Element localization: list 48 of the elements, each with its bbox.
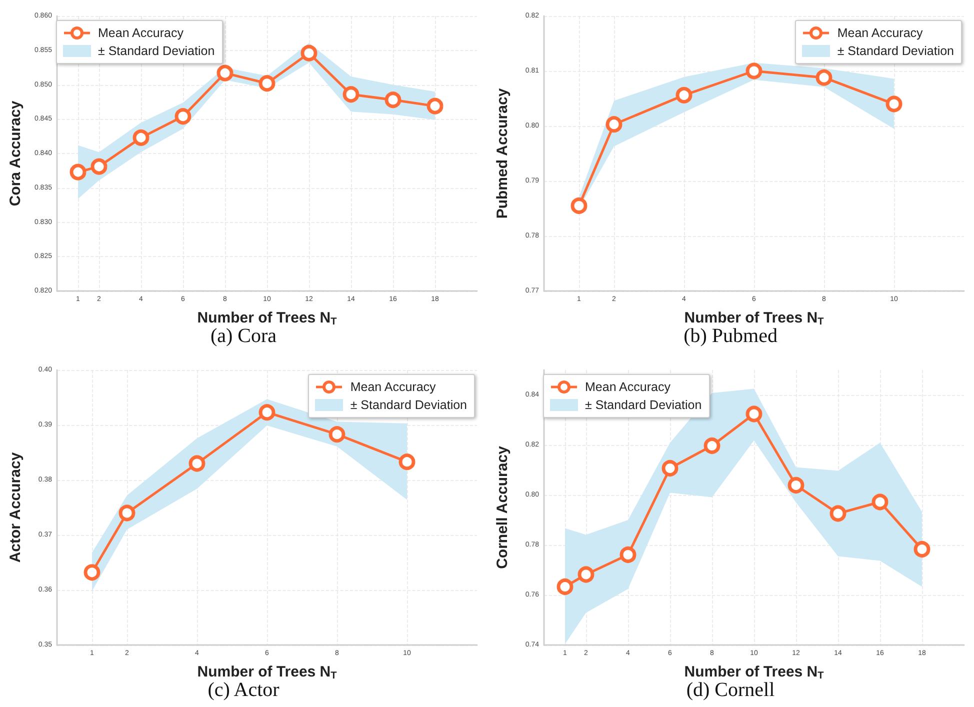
point	[662, 460, 678, 476]
point	[886, 96, 902, 112]
point	[830, 505, 846, 522]
text: (d) Cornell	[686, 679, 776, 701]
legend-label: Mean Accuracy	[350, 379, 436, 396]
point	[872, 494, 888, 510]
y-axis-title: Cora Accuracy	[7, 100, 24, 206]
y-axis-title: Pubmed Accuracy	[494, 88, 511, 219]
point	[342, 86, 360, 103]
annotation: ± Standard Deviation	[350, 397, 467, 414]
point	[300, 44, 318, 62]
point	[914, 541, 930, 558]
legend-label: Mean Accuracy	[837, 25, 923, 42]
point	[570, 198, 588, 214]
point	[676, 86, 692, 104]
point	[384, 92, 402, 108]
text: (b) Pubmed	[684, 325, 778, 347]
point	[746, 406, 762, 422]
text: (a) Cora	[210, 325, 277, 347]
annotation: ± Standard Deviation	[585, 397, 702, 414]
point	[398, 454, 416, 470]
point	[188, 455, 206, 472]
legend-label: Mean Accuracy	[98, 25, 184, 42]
point	[132, 129, 150, 146]
point	[70, 164, 86, 180]
text: (c) Actor	[208, 679, 280, 701]
annotation: ± Standard Deviation	[837, 43, 954, 60]
point	[84, 564, 100, 581]
y-axis-title: Actor Accuracy	[7, 452, 24, 563]
point	[328, 426, 346, 443]
point	[816, 69, 832, 86]
point	[578, 566, 594, 583]
point	[258, 75, 276, 92]
point	[118, 504, 136, 522]
point	[258, 404, 276, 421]
legend-label: Mean Accuracy	[585, 379, 670, 396]
point	[556, 578, 574, 595]
point	[704, 438, 720, 454]
y-axis-title: Cornell Accuracy	[494, 445, 511, 569]
annotation: ± Standard Deviation	[98, 43, 215, 60]
point	[174, 108, 192, 125]
point	[606, 116, 622, 133]
point	[216, 64, 234, 82]
point	[620, 546, 636, 563]
point	[746, 62, 762, 80]
point	[426, 98, 444, 114]
point	[90, 158, 108, 175]
point	[788, 477, 804, 494]
